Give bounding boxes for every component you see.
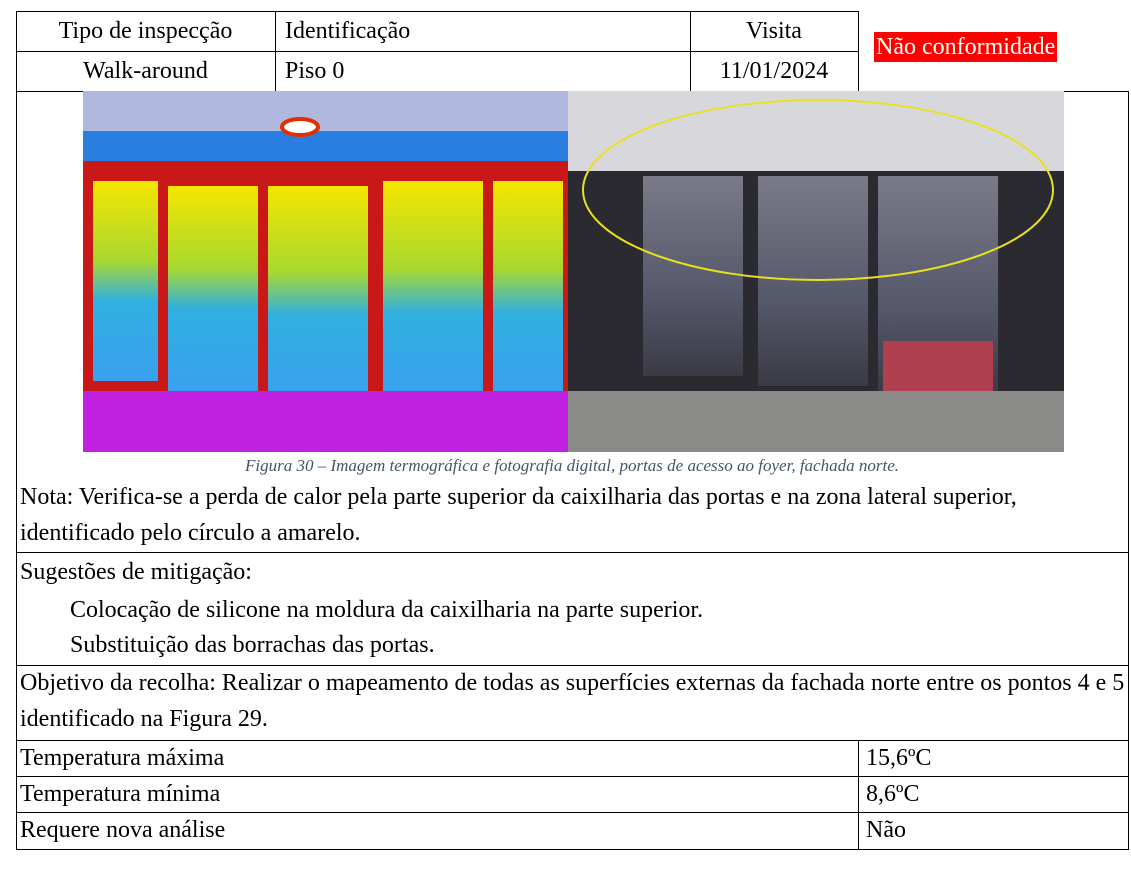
cell: Tipo de inspecção	[58, 18, 233, 44]
cell: Requere nova análise	[20, 817, 226, 843]
rule	[16, 11, 858, 12]
cell: Piso 0	[285, 58, 345, 84]
rule	[16, 812, 1128, 813]
mitigation-item: Colocação de silicone na moldura da caix…	[70, 597, 704, 623]
rule	[275, 11, 276, 91]
cell: Temperatura mínima	[20, 781, 221, 807]
cell: 15,6ºC	[866, 745, 932, 771]
objective: Objetivo da recolha: Realizar o mapeamen…	[20, 670, 1125, 732]
cell: Visita	[746, 18, 802, 44]
figure-image	[83, 91, 1064, 452]
cell: Walk-around	[83, 58, 208, 84]
rule	[16, 849, 1128, 850]
cell: Temperatura máxima	[20, 745, 225, 771]
rule	[16, 665, 1128, 666]
rule	[1128, 91, 1129, 850]
note: Nota: Verifica-se a perda de calor pela …	[20, 484, 1017, 546]
rule	[16, 740, 1128, 741]
rule	[16, 11, 17, 850]
cell: Não	[866, 817, 906, 843]
rule	[16, 552, 1128, 553]
rule	[690, 11, 691, 91]
cell: 11/01/2024	[719, 58, 829, 84]
cell: 8,6ºC	[866, 781, 920, 807]
rule	[16, 776, 1128, 777]
mitigation-title: Sugestões de mitigação:	[20, 559, 252, 585]
rule	[858, 11, 859, 91]
rule	[858, 740, 859, 849]
status: Não conformidade	[874, 32, 1058, 62]
rule	[16, 51, 858, 52]
caption: Figura 30 – Imagem termográfica e fotogr…	[245, 456, 899, 475]
mitigation-item: Substituição das borrachas das portas.	[70, 632, 435, 658]
cell: Identificação	[285, 18, 411, 44]
